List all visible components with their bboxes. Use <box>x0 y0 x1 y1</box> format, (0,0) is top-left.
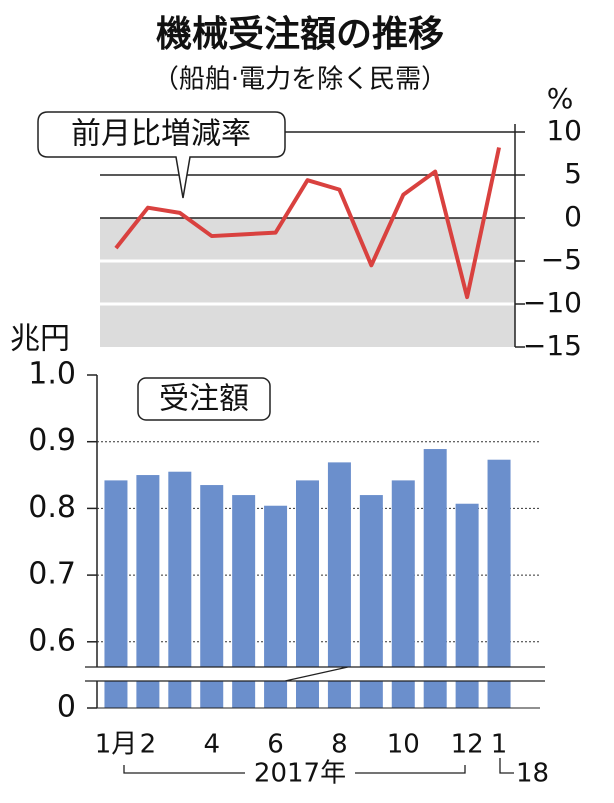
bar <box>264 505 288 708</box>
bar <box>232 495 256 708</box>
x-tick-label: 12 <box>451 730 484 760</box>
x-tick-label: 2 <box>140 730 157 760</box>
x-tick-label: 8 <box>331 730 348 760</box>
bar <box>136 475 160 708</box>
chart-subtitle: （船舶·電力を除く民需） <box>153 65 447 95</box>
panel-label: 前月比増減率 <box>71 117 251 152</box>
y-tick-label: 1.0 <box>28 357 76 392</box>
y-tick-label: 0.6 <box>28 623 76 658</box>
unit-label: % <box>547 82 574 115</box>
year-bracket <box>123 765 466 774</box>
negative-region <box>100 218 515 347</box>
chart-title: 機械受注額の推移 <box>156 14 444 55</box>
panel-label: 受注額 <box>159 382 249 417</box>
bar <box>296 480 319 708</box>
x-tick-label: 4 <box>203 730 220 760</box>
y-tick-label: 0.9 <box>28 423 76 458</box>
legend-box <box>137 377 271 421</box>
y-tick-label: −5 <box>541 243 582 276</box>
bar <box>104 480 128 708</box>
y-tick-label: 0 <box>57 690 76 725</box>
year-label: 18 <box>516 759 549 789</box>
bar <box>391 480 415 708</box>
year-bracket <box>499 758 514 774</box>
bar <box>359 495 383 708</box>
line-series <box>114 147 501 300</box>
x-tick-label: 6 <box>267 730 284 760</box>
y-tick-label: 10 <box>546 114 582 147</box>
x-tick-label: 10 <box>387 730 420 760</box>
bar <box>455 503 479 708</box>
bar <box>487 459 511 708</box>
label-box <box>37 111 286 199</box>
unit-label: 兆円 <box>10 322 70 357</box>
y-tick-label: 0.8 <box>28 490 76 525</box>
x-tick-label: 1 <box>491 730 508 760</box>
bar <box>200 485 224 708</box>
y-tick-label: −10 <box>523 286 582 319</box>
y-tick-label: −15 <box>523 329 582 362</box>
y-tick-label: 5 <box>564 157 582 190</box>
x-tick-label: 1月 <box>95 730 138 760</box>
bar <box>423 449 447 708</box>
y-tick-label: 0 <box>564 200 582 233</box>
bar <box>327 462 351 708</box>
break-line <box>85 666 545 682</box>
year-label: 2017年 <box>254 759 346 789</box>
y-tick-label: 0.7 <box>28 557 76 592</box>
bar <box>168 471 192 708</box>
